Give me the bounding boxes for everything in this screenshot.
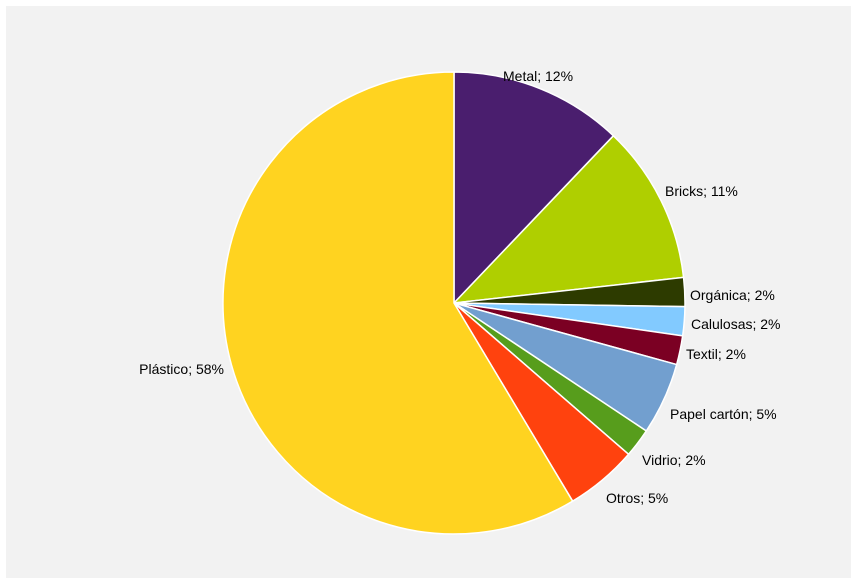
pie-labels: Metal; 12% Bricks; 11% Orgánica; 2% Calulos… (139, 68, 780, 506)
slice-label-plástico: Plástico; 58% (139, 361, 224, 377)
pie-slice-plástico (222, 71, 574, 535)
slice-label-bricks: Bricks; 11% (665, 183, 738, 199)
slice-label-textil: Textil; 2% (686, 346, 746, 362)
pie-slices (222, 71, 686, 535)
slice-label-orgánica: Orgánica; 2% (690, 287, 775, 303)
slice-label-otros: Otros; 5% (606, 490, 668, 506)
slice-label-vidrio: Vidrio; 2% (642, 452, 706, 468)
pie-slice-metal (453, 71, 615, 304)
slice-label-calulosas: Calulosas; 2% (691, 316, 781, 332)
slice-label-metal: Metal; 12% (503, 68, 573, 84)
pie-slice-bricks (453, 135, 685, 304)
slice-label-papel-cartón: Papel cartón; 5% (670, 406, 777, 422)
